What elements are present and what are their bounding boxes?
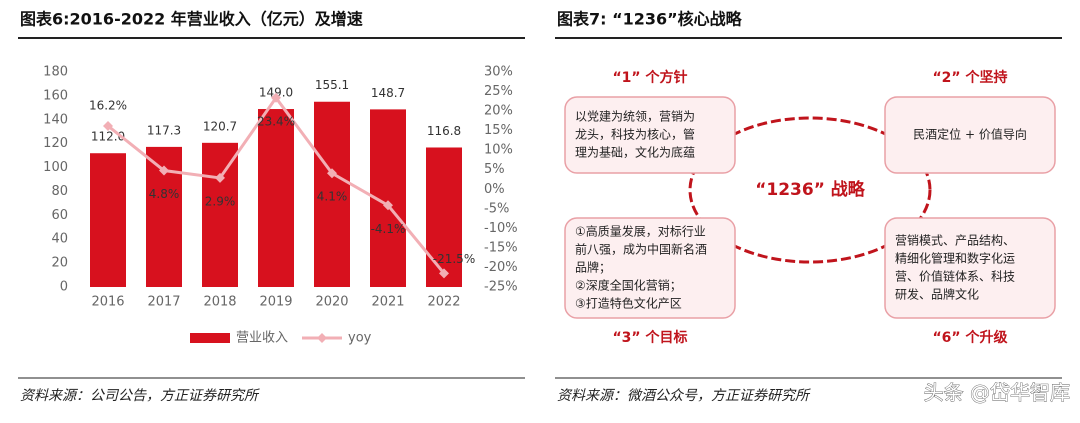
node-text: ②深度全国化营销； [575, 278, 682, 293]
center-label: “1236” 战略 [755, 179, 866, 200]
y-tick-label: 20 [51, 256, 68, 271]
node-text: 营、价值链体系、科技 [895, 269, 1015, 284]
point [159, 165, 169, 176]
x-tick-label: 2017 [147, 295, 180, 310]
x-tick-label: 2019 [259, 295, 292, 310]
y2-tick-label: 15% [484, 123, 513, 138]
point-label: 16.2% [89, 98, 127, 112]
strategy-ring [688, 116, 932, 264]
node-label: “2” 个坚持 [932, 69, 1007, 86]
x-tick-label: 2022 [427, 295, 460, 310]
y-tick-label: 60 [51, 208, 68, 223]
bar [90, 153, 126, 287]
node-text: 理为基础，文化为底蕴 [575, 145, 695, 160]
node-label: “1” 个方针 [612, 69, 687, 86]
point [383, 200, 393, 211]
y2-tick-label: 30% [484, 65, 513, 80]
y-tick-label: 40 [51, 232, 68, 247]
node-box [564, 217, 736, 319]
bar-label: 117.3 [147, 123, 181, 137]
legend-label: 营业收入 [236, 331, 288, 346]
y-tick-label: 140 [43, 112, 68, 127]
x-tick-label: 2016 [91, 295, 124, 310]
point-label: 4.1% [317, 190, 348, 204]
node-text: 研发、品牌文化 [895, 287, 979, 302]
x-tick-label: 2018 [203, 295, 236, 310]
point-label: -21.5% [433, 252, 475, 266]
legend-swatch [317, 333, 327, 343]
node-text: 品牌； [575, 261, 611, 275]
legend-swatch [190, 333, 230, 343]
watermark: 头条 @岱华智库 [924, 381, 1070, 405]
y2-tick-label: 20% [484, 104, 513, 119]
y-tick-label: 180 [43, 65, 68, 80]
point-label: -4.1% [371, 222, 406, 236]
bar [202, 142, 238, 287]
point-label: 23.4% [257, 114, 295, 128]
node-label: “3” 个目标 [612, 329, 687, 346]
point-label: 4.8% [149, 187, 180, 201]
y2-tick-label: 25% [484, 84, 513, 99]
bar-label: 149.0 [259, 86, 293, 100]
y-tick-label: 0 [60, 280, 68, 295]
node-text: 以党建为统领，营销为 [575, 109, 695, 124]
source: 资料来源：公司公告，方正证券研究所 [20, 388, 260, 404]
node-label: “6” 个升级 [932, 329, 1008, 346]
node-text: 龙头，科技为核心，管 [575, 127, 695, 142]
point [215, 172, 225, 183]
legend-label: yoy [348, 331, 372, 346]
node-box [884, 96, 1056, 174]
point-label: 2.9% [205, 194, 236, 208]
bar [258, 109, 294, 288]
node-text: 精细化管理和数字化运 [895, 251, 1015, 266]
y-tick-label: 160 [43, 88, 68, 103]
y-tick-label: 100 [43, 160, 68, 175]
bar-label: 148.7 [371, 86, 405, 100]
y2-tick-label: -5% [484, 201, 509, 216]
x-tick-label: 2021 [371, 295, 404, 310]
y2-tick-label: 0% [484, 182, 505, 197]
bar-label: 155.1 [315, 78, 349, 92]
y2-tick-label: -10% [484, 221, 518, 236]
chart-title: 图表6:2016-2022 年营业收入（亿元）及增速 [20, 10, 363, 29]
y-tick-label: 80 [51, 184, 68, 199]
point [271, 92, 281, 103]
y2-tick-label: 5% [484, 162, 505, 177]
y2-tick-label: -20% [484, 260, 518, 275]
x-tick-label: 2020 [315, 295, 348, 310]
point [439, 268, 449, 279]
node-text: 营销模式、产品结构、 [895, 233, 1015, 248]
bar-label: 116.8 [427, 124, 461, 138]
source: 资料来源：微酒公众号，方正证券研究所 [557, 388, 811, 404]
bar [314, 101, 350, 287]
node-text: 民酒定位 + 价值导向 [913, 127, 1027, 142]
y2-tick-label: -25% [484, 280, 518, 295]
y-tick-label: 120 [43, 136, 68, 151]
node-text: 前八强，成为中国新名酒 [575, 242, 707, 257]
point [103, 120, 113, 131]
point [327, 168, 337, 179]
node-box [884, 217, 1056, 319]
bar [426, 147, 462, 287]
node-text: ①高质量发展，对标行业 [575, 224, 706, 239]
node-box [564, 96, 736, 174]
bar-label: 120.7 [203, 119, 237, 133]
diagram-title: 图表7: “1236”核心战略 [557, 10, 743, 29]
y2-tick-label: 10% [484, 143, 513, 158]
y2-tick-label: -15% [484, 240, 518, 255]
node-text: ③打造特色文化产区 [575, 296, 682, 311]
